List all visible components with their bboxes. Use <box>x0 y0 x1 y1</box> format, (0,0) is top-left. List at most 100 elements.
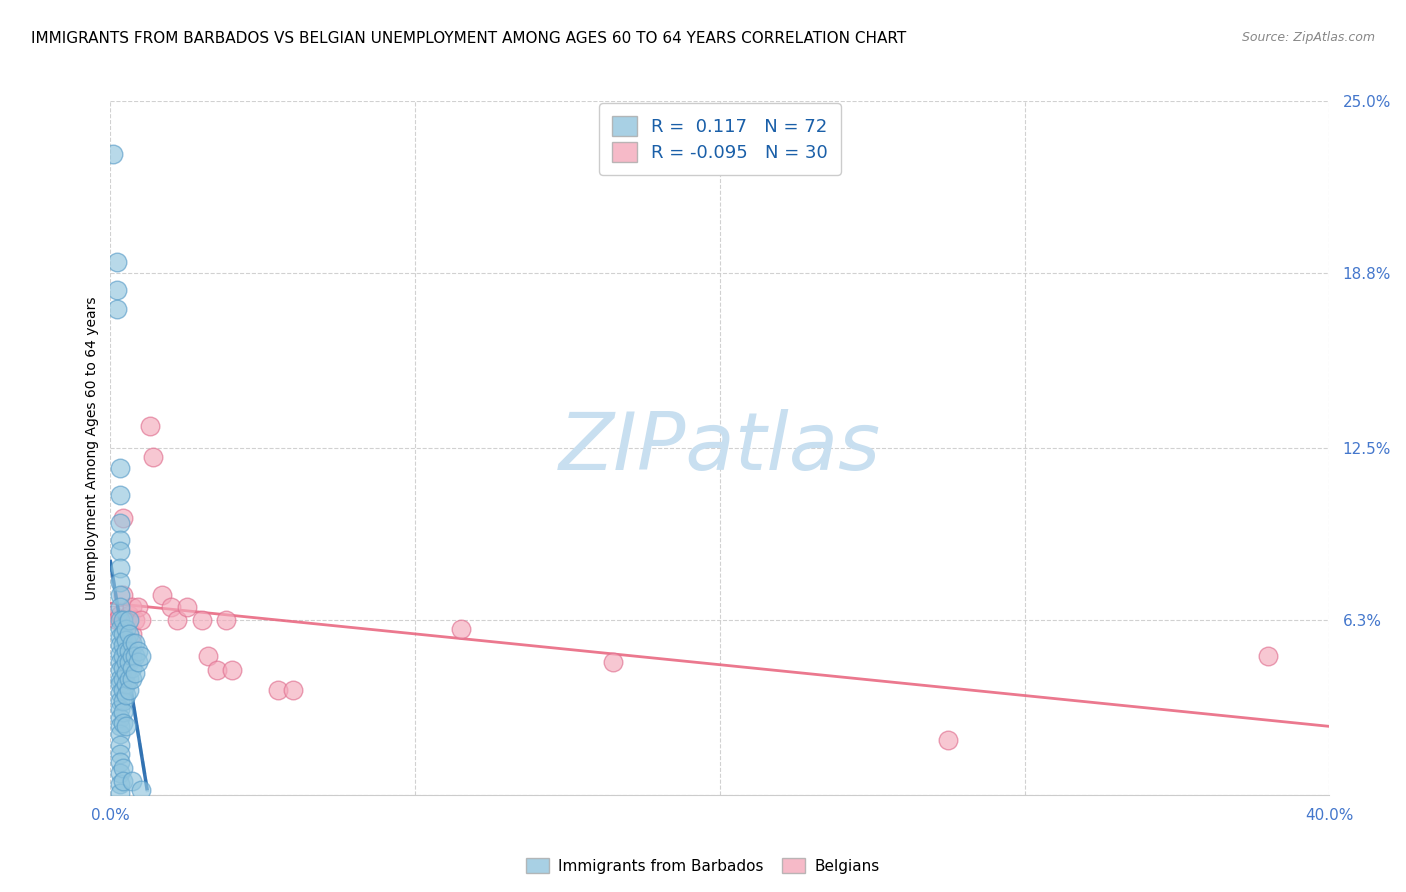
Point <box>124 635 146 649</box>
Point <box>111 627 134 641</box>
Point <box>1257 649 1279 664</box>
Point <box>108 739 131 753</box>
Point <box>108 672 131 686</box>
Point <box>108 533 131 547</box>
Point <box>105 302 128 317</box>
Text: ZIPatlas: ZIPatlas <box>558 409 882 487</box>
Point <box>111 694 134 708</box>
Point <box>114 614 136 628</box>
Point <box>108 607 131 622</box>
Point <box>129 782 152 797</box>
Point <box>197 649 219 664</box>
Point <box>108 647 131 661</box>
Point <box>108 719 131 733</box>
Point <box>215 614 238 628</box>
Point <box>108 488 131 502</box>
Point <box>108 655 131 669</box>
Point <box>108 785 131 799</box>
Point <box>150 589 173 603</box>
Point <box>114 677 136 691</box>
Point <box>221 664 243 678</box>
Point <box>108 727 131 741</box>
Point <box>602 655 624 669</box>
Point <box>118 607 141 622</box>
Point <box>111 616 134 631</box>
Point <box>108 710 131 724</box>
Point <box>139 419 162 434</box>
Point <box>121 660 143 674</box>
Y-axis label: Unemployment Among Ages 60 to 64 years: Unemployment Among Ages 60 to 64 years <box>86 296 100 600</box>
Point <box>111 760 134 774</box>
Point <box>118 614 141 628</box>
Point <box>124 614 146 628</box>
Point <box>124 666 146 681</box>
Point <box>127 599 149 614</box>
Point <box>111 660 134 674</box>
Point <box>114 655 136 669</box>
Point <box>111 649 134 664</box>
Point <box>121 599 143 614</box>
Point <box>118 682 141 697</box>
Point <box>129 614 152 628</box>
Point <box>108 614 131 628</box>
Point <box>938 732 960 747</box>
Point <box>111 639 134 653</box>
Point <box>450 622 472 636</box>
Point <box>121 649 143 664</box>
Point <box>118 655 141 669</box>
Point <box>108 766 131 780</box>
Point <box>108 589 131 603</box>
Point <box>108 702 131 716</box>
Point <box>108 685 131 699</box>
Point <box>118 644 141 658</box>
Point <box>108 516 131 531</box>
Point <box>114 622 136 636</box>
Point <box>176 599 198 614</box>
Point <box>108 560 131 574</box>
Point <box>283 682 305 697</box>
Point <box>114 719 136 733</box>
Point <box>166 614 188 628</box>
Point <box>108 664 131 678</box>
Point <box>108 755 131 769</box>
Text: IMMIGRANTS FROM BARBADOS VS BELGIAN UNEMPLOYMENT AMONG AGES 60 TO 64 YEARS CORRE: IMMIGRANTS FROM BARBADOS VS BELGIAN UNEM… <box>31 31 907 46</box>
Point <box>108 622 131 636</box>
Point <box>129 649 152 664</box>
Point <box>103 147 125 161</box>
Point <box>121 672 143 686</box>
Point <box>118 672 141 686</box>
Point <box>127 644 149 658</box>
Point <box>108 747 131 761</box>
Point <box>111 774 134 789</box>
Point <box>108 574 131 589</box>
Point <box>105 283 128 297</box>
Point <box>121 774 143 789</box>
Point <box>118 627 141 641</box>
Point <box>191 614 214 628</box>
Point <box>121 635 143 649</box>
Point <box>111 510 134 524</box>
Point <box>124 649 146 664</box>
Point <box>114 644 136 658</box>
Point <box>108 544 131 558</box>
Point <box>142 450 165 464</box>
Legend: R =  0.117   N = 72, R = -0.095   N = 30: R = 0.117 N = 72, R = -0.095 N = 30 <box>599 103 841 175</box>
Point <box>111 614 134 628</box>
Point <box>127 655 149 669</box>
Point <box>108 694 131 708</box>
Point <box>114 632 136 647</box>
Point <box>205 664 228 678</box>
Point <box>108 777 131 791</box>
Point <box>267 682 290 697</box>
Point <box>111 682 134 697</box>
Point <box>108 460 131 475</box>
Point <box>114 666 136 681</box>
Point <box>111 716 134 731</box>
Point <box>108 599 131 614</box>
Point <box>108 677 131 691</box>
Point <box>103 607 125 622</box>
Point <box>111 589 134 603</box>
Point <box>121 627 143 641</box>
Point <box>111 705 134 719</box>
Point <box>160 599 183 614</box>
